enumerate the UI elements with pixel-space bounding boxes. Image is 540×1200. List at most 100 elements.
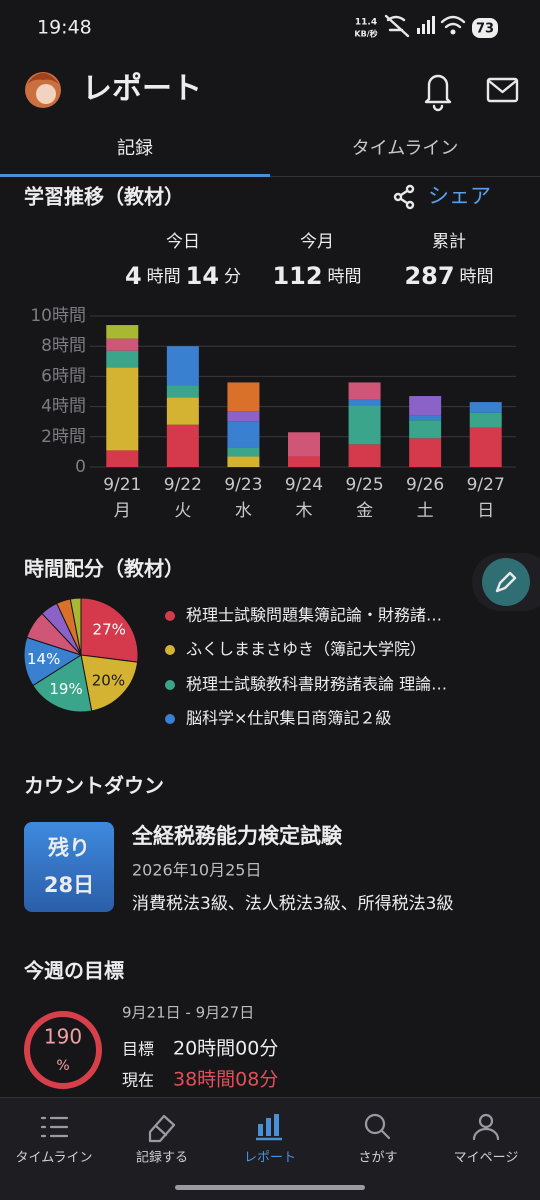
exam-subjects: 消費税法3級、法人税法3級、所得税法3級: [132, 894, 453, 914]
bar-segment: [166, 424, 199, 467]
nav-item[interactable]: レポート: [244, 1151, 296, 1166]
legend-swatch: [165, 680, 175, 690]
stat-value: 112 時間: [272, 262, 361, 290]
pie-label: 14%: [27, 650, 60, 668]
y-tick-label: 10時間: [30, 306, 86, 326]
y-tick-label: 8時間: [41, 336, 86, 356]
pie-slice: [32, 654, 93, 713]
fab-edit[interactable]: [472, 553, 540, 611]
tab[interactable]: タイムライン: [352, 138, 459, 159]
x-tick-weekday: 日: [477, 501, 494, 521]
stat-unit: 時間: [147, 267, 181, 287]
bar-segment: [106, 350, 139, 368]
y-tick-label: 4時間: [41, 397, 86, 417]
stat-number: 112: [272, 262, 322, 290]
bar-segment: [227, 382, 260, 412]
bottom-nav: [0, 1097, 540, 1200]
x-tick-weekday: 木: [296, 501, 313, 521]
goal-ring: [24, 1011, 102, 1089]
stat-unit: 分: [224, 267, 241, 287]
pie-label: 27%: [93, 621, 126, 639]
share-icon[interactable]: [393, 184, 415, 210]
net-speed: 11.4: [355, 18, 377, 28]
battery-level: 73: [476, 22, 494, 37]
goal-percent-unit: %: [56, 1058, 69, 1074]
section-title: 時間配分（教材）: [24, 557, 184, 581]
bar-segment: [348, 382, 381, 400]
legend-swatch: [165, 611, 175, 621]
legend-swatch: [165, 645, 175, 655]
goal-percent: 190: [44, 1025, 82, 1049]
bar-segment: [106, 338, 139, 351]
bar-segment: [469, 427, 502, 467]
nav-item[interactable]: マイページ: [454, 1151, 519, 1166]
pie-slice: [80, 654, 139, 712]
stat-number: 287: [404, 262, 454, 290]
goal-value: 20時間00分: [173, 1038, 278, 1060]
bar-segment: [409, 438, 442, 467]
x-tick-weekday: 水: [235, 501, 252, 521]
countdown-badge: [24, 822, 114, 912]
stat-value: 287 時間: [404, 262, 493, 290]
legend-label: ふくしままさゆき（簿記大学院）: [186, 640, 426, 659]
section-title: 学習推移（教材）: [24, 185, 184, 209]
badge-label: 残り: [48, 836, 90, 860]
bar-segment: [106, 325, 139, 339]
pie-label: 20%: [92, 671, 125, 689]
status-icons: [384, 14, 498, 38]
x-tick-label: 9/21: [103, 475, 141, 495]
x-tick-label: 9/22: [164, 475, 202, 495]
bar-segment: [106, 450, 139, 467]
nav-item[interactable]: 記録する: [136, 1150, 188, 1166]
mail-icon[interactable]: [486, 77, 519, 103]
exam-date: 2026年10月25日: [132, 861, 261, 880]
pie-chart: 27% 20% 19% 14% 税理士試験問題集簿記論・財務諸… ふくしままさゆき（簿記大…: [23, 597, 447, 728]
section-title: 今週の目標: [24, 959, 124, 983]
x-tick-weekday: 火: [174, 501, 191, 521]
bar-segment: [409, 415, 442, 421]
bar-segment: [166, 385, 199, 398]
pie-slice: [80, 597, 139, 663]
net-unit: KB/秒: [354, 29, 377, 39]
share-button[interactable]: シェア: [428, 184, 491, 208]
status-time: 19:48: [37, 17, 92, 39]
bar-segment: [409, 420, 442, 439]
x-tick-weekday: 土: [417, 501, 434, 521]
stat-unit: 時間: [328, 267, 362, 287]
section-title: カウントダウン: [24, 774, 164, 798]
nav-item[interactable]: さがす: [358, 1151, 397, 1166]
stat-value: 4 時間 14 分: [125, 262, 241, 290]
legend-label: 脳科学×仕訳集日商簿記２級: [186, 709, 391, 728]
bar-segment: [227, 411, 260, 422]
bar-segment: [288, 432, 320, 457]
stat-unit: 時間: [460, 267, 494, 287]
legend-swatch: [165, 714, 175, 724]
current-value: 38時間08分: [173, 1069, 278, 1091]
bar-chart: 0 2時間 4時間 6時間 8時間 10時間 9/21 月 9/22 火 9/23 水 9/24 木 9/2…: [30, 306, 516, 521]
y-tick-label: 6時間: [41, 366, 86, 386]
y-tick-label: 0: [75, 457, 86, 477]
pie-slice: [69, 597, 82, 656]
bar-segment: [166, 346, 199, 386]
stat-label: 累計: [432, 232, 466, 252]
bar-segment: [227, 456, 260, 467]
bar-segment: [348, 399, 381, 406]
tab-indicator: [0, 174, 270, 177]
current-label: 現在: [122, 1071, 154, 1090]
stat-number: 14: [186, 262, 219, 290]
nav-icons: [40, 1113, 500, 1143]
goal-label: 目標: [122, 1040, 154, 1059]
stat-label: 今月: [300, 232, 334, 252]
bell-icon[interactable]: [424, 74, 452, 112]
avatar[interactable]: [25, 72, 61, 108]
tab[interactable]: 記録: [117, 138, 153, 159]
nav-item[interactable]: タイムライン: [15, 1151, 92, 1166]
bar-segment: [227, 447, 260, 457]
x-tick-label: 9/27: [467, 475, 505, 495]
x-tick-label: 9/25: [345, 475, 383, 495]
bar-segment: [227, 421, 260, 448]
nav-divider: [0, 1097, 540, 1098]
nav-labels: タイムライン 記録する レポート さがす マイページ: [15, 1150, 518, 1166]
